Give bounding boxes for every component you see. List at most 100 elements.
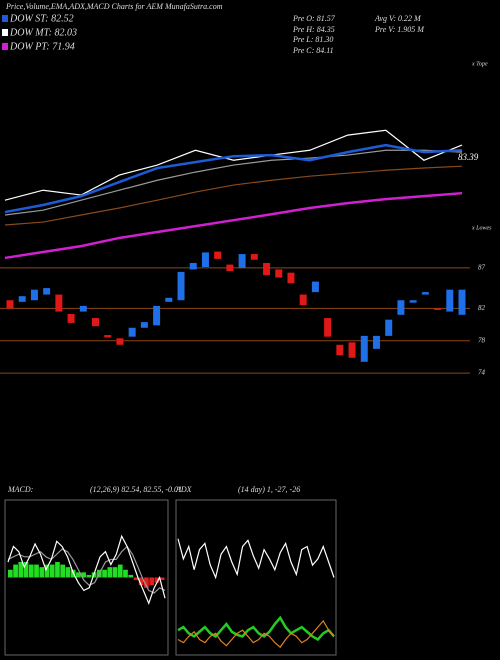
- line-series: [177, 538, 335, 580]
- panel-title: MACD:: [7, 485, 34, 494]
- candle: [214, 251, 222, 259]
- y-tick-label: 74: [478, 369, 486, 377]
- candle: [434, 308, 442, 310]
- candle: [263, 262, 271, 276]
- histogram-bar: [138, 577, 144, 586]
- candle: [421, 292, 429, 295]
- annotation: x Tope: [471, 61, 488, 67]
- histogram-bar: [28, 564, 34, 578]
- histogram-bar: [39, 567, 45, 578]
- info: Pre O: 81.57: [292, 14, 336, 23]
- histogram-bar: [44, 564, 50, 578]
- panel-title: ADX: [175, 485, 193, 494]
- candle: [372, 335, 380, 349]
- candle: [30, 289, 38, 301]
- candle: [153, 305, 161, 326]
- histogram-bar: [117, 564, 123, 578]
- info: Pre V: 1.905 M: [374, 25, 425, 34]
- histogram-bar: [159, 577, 165, 581]
- candle: [128, 327, 136, 337]
- histogram-bar: [8, 569, 13, 578]
- candle: [43, 288, 51, 295]
- line-series: [4, 149, 463, 216]
- y-tick-label: 87: [478, 263, 486, 271]
- histogram-bar: [34, 564, 39, 578]
- panel-params: (12,26,9) 82.54, 82.55, -0.01: [90, 485, 182, 494]
- histogram-bar: [128, 574, 134, 578]
- candle: [201, 252, 209, 268]
- candle: [67, 314, 75, 323]
- line-series: [4, 165, 463, 226]
- candle: [177, 271, 185, 301]
- y-tick-label: 78: [478, 336, 486, 344]
- histogram-bar: [49, 564, 55, 578]
- histogram-bar: [18, 562, 24, 578]
- info: Pre L: 81.30: [292, 35, 333, 44]
- candle: [6, 300, 14, 309]
- candle: [140, 322, 148, 328]
- histogram-bar: [112, 567, 118, 578]
- candle: [92, 318, 100, 327]
- candle: [189, 262, 197, 270]
- candle: [324, 318, 332, 337]
- candle: [348, 342, 356, 358]
- histogram-bar: [144, 577, 149, 588]
- histogram-bar: [154, 577, 160, 583]
- candle: [299, 294, 307, 306]
- info: Pre H: 84.35: [292, 25, 335, 34]
- histogram-bar: [133, 577, 139, 581]
- price-label: 83.39: [458, 152, 479, 162]
- candle: [311, 281, 319, 293]
- histogram-bar: [65, 567, 71, 578]
- line-series: [177, 619, 335, 649]
- page-title: Price,Volume,EMA,ADX,MACD Charts for AEM…: [5, 2, 223, 11]
- candle: [458, 289, 466, 315]
- legend-label: DOW ST: 82.52: [9, 13, 74, 24]
- candle: [79, 305, 87, 312]
- histogram-bar: [102, 569, 107, 578]
- histogram-bar: [23, 562, 29, 578]
- candle: [250, 254, 258, 260]
- histogram-bar: [55, 562, 60, 578]
- y-tick-label: 82: [478, 304, 486, 312]
- candle: [397, 300, 405, 315]
- candle: [238, 254, 246, 268]
- histogram-bar: [13, 564, 18, 578]
- candle: [104, 335, 112, 338]
- candle: [226, 264, 234, 272]
- panel-frame: [4, 499, 169, 656]
- histogram-bar: [107, 567, 113, 578]
- legend-label: DOW PT: 71.94: [9, 41, 75, 52]
- histogram-bar: [149, 577, 155, 586]
- candle: [336, 344, 344, 356]
- legend-swatch: [2, 29, 8, 36]
- annotation: x Lowes: [471, 225, 492, 231]
- histogram-bar: [123, 569, 128, 578]
- histogram-bar: [60, 564, 66, 578]
- panel-params: (14 day) 1, -27, -26: [238, 485, 300, 494]
- legend-swatch: [2, 15, 8, 22]
- info: Pre C: 84.11: [292, 46, 334, 55]
- candle: [385, 319, 393, 336]
- candle: [409, 300, 417, 303]
- candle: [18, 296, 26, 302]
- candle: [165, 297, 173, 302]
- line-series: [7, 545, 166, 594]
- line-series: [177, 615, 335, 642]
- candle: [55, 294, 63, 312]
- line-series: [4, 191, 463, 260]
- legend-swatch: [2, 43, 8, 50]
- candle: [116, 338, 124, 345]
- line-series: [7, 534, 166, 606]
- candle: [360, 335, 368, 362]
- info: Avg V: 0.22 M: [374, 14, 422, 23]
- legend-label: DOW MT: 82.03: [9, 27, 77, 38]
- candle: [287, 272, 295, 284]
- histogram-bar: [81, 572, 86, 578]
- line-series: [4, 143, 463, 214]
- histogram-bar: [76, 572, 81, 578]
- candle: [446, 289, 454, 312]
